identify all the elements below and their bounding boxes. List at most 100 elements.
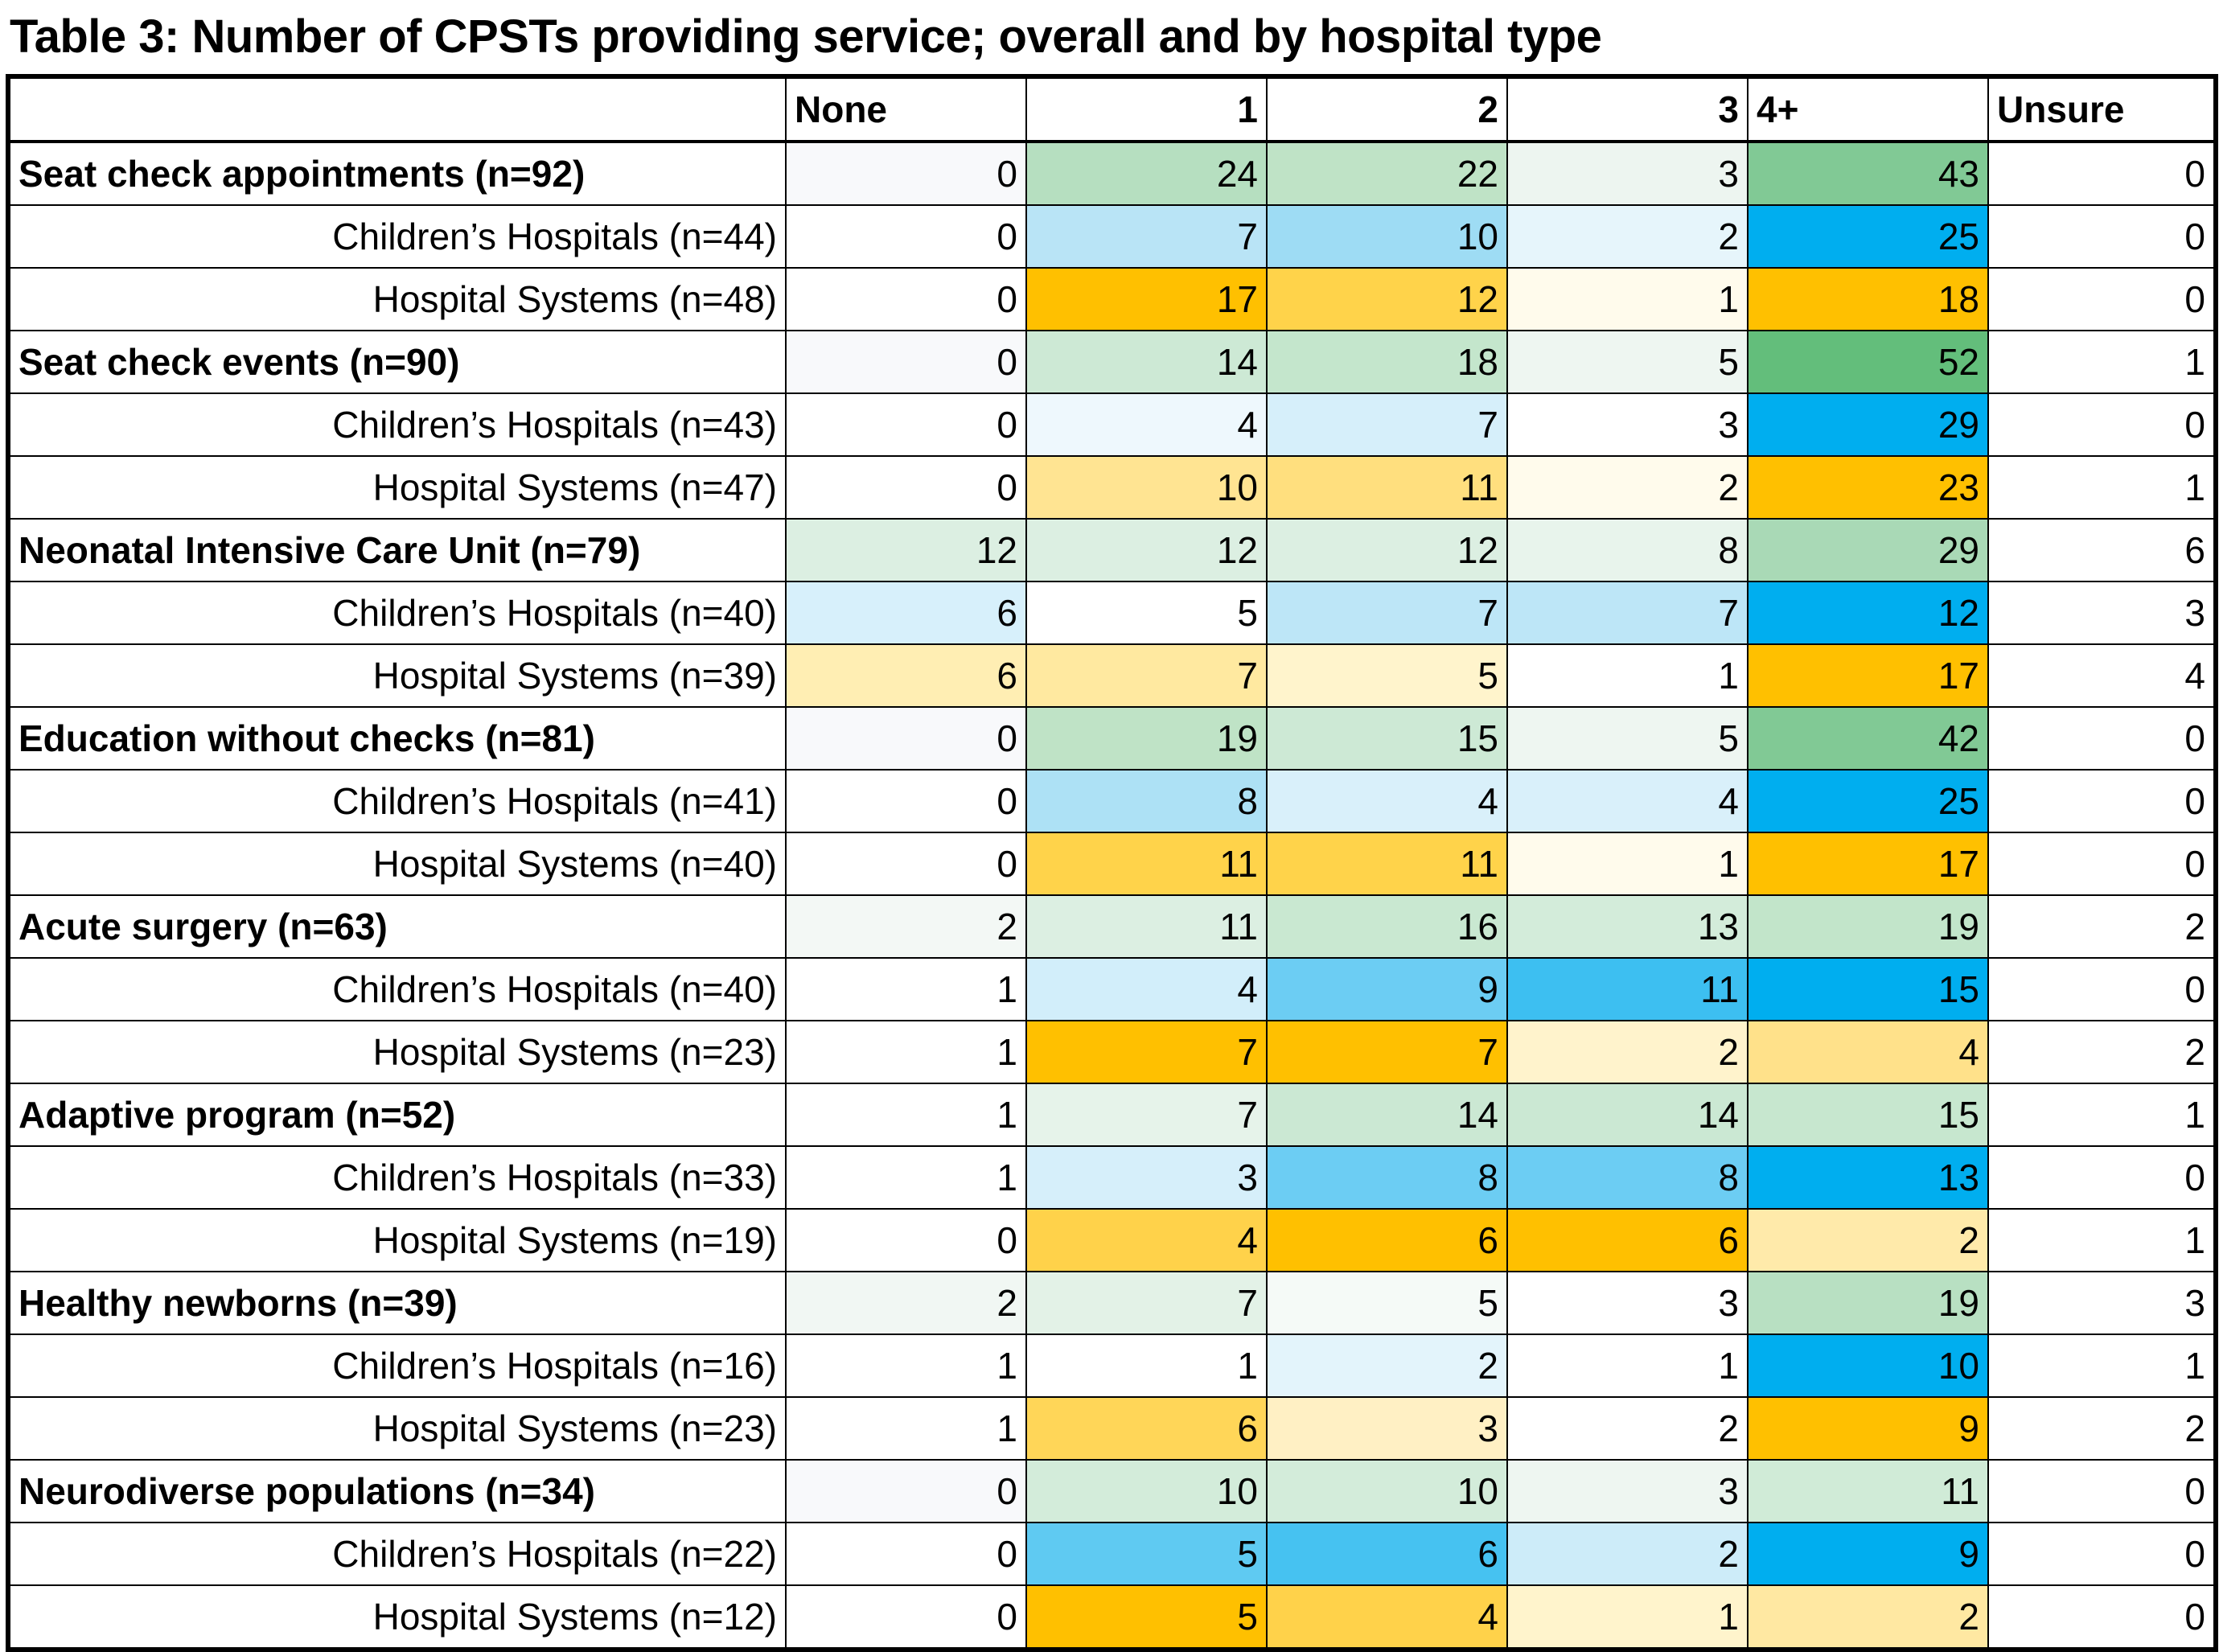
table-cell: 2 — [1987, 894, 2217, 959]
table-cell: 29 — [1747, 518, 1989, 582]
row-label-subgroup: Children’s Hospitals (n=40) — [7, 957, 787, 1021]
table-cell: 7 — [1025, 643, 1268, 708]
table-cell: 0 — [785, 267, 1027, 331]
table-cell: 14 — [1266, 1083, 1508, 1147]
table-cell: 7 — [1025, 204, 1268, 269]
table-cell: 6 — [1266, 1522, 1508, 1586]
row-label-subgroup: Children’s Hospitals (n=33) — [7, 1145, 787, 1210]
table-cell: 0 — [785, 706, 1027, 771]
table-cell: 6 — [785, 581, 1027, 645]
table-cell: 9 — [1266, 957, 1508, 1021]
table-row: Acute surgery (n=63) 2 11 16 13 19 2 — [7, 894, 2217, 959]
table-cell: 0 — [1987, 204, 2217, 269]
table-cell: 1 — [1987, 330, 2217, 394]
table-cell: 0 — [1987, 1522, 2217, 1586]
header-cell-unsure: Unsure — [1987, 76, 2217, 143]
table-cell: 2 — [1987, 1020, 2217, 1084]
table-cell: 0 — [785, 455, 1027, 520]
header-row: None 1 2 3 4+ Unsure — [7, 76, 2217, 143]
table-cell: 12 — [1266, 267, 1508, 331]
table-cell: 1 — [1987, 1083, 2217, 1147]
table-row: Neonatal Intensive Care Unit (n=79) 12 12 1… — [7, 518, 2217, 582]
table-cell: 1 — [785, 1083, 1027, 1147]
table-cell: 2 — [1747, 1584, 1989, 1650]
row-label-subgroup: Hospital Systems (n=12) — [7, 1584, 787, 1650]
table-cell: 52 — [1747, 330, 1989, 394]
table-cell: 2 — [1506, 1522, 1748, 1586]
table-cell: 2 — [1266, 1334, 1508, 1398]
row-label-category: Neonatal Intensive Care Unit (n=79) — [7, 518, 787, 582]
header-cell-3: 3 — [1506, 76, 1748, 143]
table-cell: 2 — [785, 894, 1027, 959]
table-cell: 0 — [1987, 141, 2217, 206]
table-cell: 1 — [785, 1396, 1027, 1461]
table-cell: 7 — [1025, 1083, 1268, 1147]
table-cell: 11 — [1025, 894, 1268, 959]
table-cell: 18 — [1747, 267, 1989, 331]
table-cell: 14 — [1506, 1083, 1748, 1147]
table-row: Hospital Systems (n=12) 0 5 4 1 2 0 — [7, 1584, 2217, 1650]
table-title: Table 3: Number of CPSTs providing servi… — [10, 10, 1602, 63]
row-label-subgroup: Children’s Hospitals (n=43) — [7, 392, 787, 457]
table-cell: 5 — [1025, 1522, 1268, 1586]
table-cell: 10 — [1266, 204, 1508, 269]
table-cell: 1 — [1987, 455, 2217, 520]
table-cell: 19 — [1747, 1271, 1989, 1335]
row-label-category: Seat check appointments (n=92) — [7, 141, 787, 206]
table-cell: 10 — [1266, 1459, 1508, 1523]
table-cell: 2 — [1747, 1208, 1989, 1272]
table-cell: 2 — [1506, 1396, 1748, 1461]
table-cell: 10 — [1025, 1459, 1268, 1523]
table-cell: 11 — [1266, 832, 1508, 896]
table-cell: 1 — [785, 957, 1027, 1021]
table-cell: 10 — [1025, 455, 1268, 520]
table-cell: 9 — [1747, 1522, 1989, 1586]
table-cell: 0 — [785, 392, 1027, 457]
table-cell: 7 — [1506, 581, 1748, 645]
table-cell: 7 — [1266, 1020, 1508, 1084]
table-cell: 43 — [1747, 141, 1989, 206]
table-cell: 16 — [1266, 894, 1508, 959]
table-row: Children’s Hospitals (n=41) 0 8 4 4 25 0 — [7, 769, 2217, 833]
header-cell-none: None — [785, 76, 1027, 143]
table-cell: 11 — [1266, 455, 1508, 520]
table-cell: 13 — [1747, 1145, 1989, 1210]
table-cell: 8 — [1025, 769, 1268, 833]
table-cell: 7 — [1025, 1020, 1268, 1084]
table-cell: 2 — [1506, 455, 1748, 520]
table-row: Hospital Systems (n=23) 1 6 3 2 9 2 — [7, 1396, 2217, 1461]
table-cell: 1 — [1506, 1334, 1748, 1398]
row-label-category: Seat check events (n=90) — [7, 330, 787, 394]
row-label-category: Healthy newborns (n=39) — [7, 1271, 787, 1335]
table-cell: 12 — [1266, 518, 1508, 582]
row-label-subgroup: Hospital Systems (n=19) — [7, 1208, 787, 1272]
table-cell: 14 — [1025, 330, 1268, 394]
table-cell: 17 — [1747, 832, 1989, 896]
table-cell: 12 — [1747, 581, 1989, 645]
table-cell: 3 — [1506, 141, 1748, 206]
row-label-subgroup: Children’s Hospitals (n=22) — [7, 1522, 787, 1586]
table-cell: 3 — [1025, 1145, 1268, 1210]
table-row: Children’s Hospitals (n=43) 0 4 7 3 29 0 — [7, 392, 2217, 457]
table-cell: 15 — [1266, 706, 1508, 771]
table-row: Children’s Hospitals (n=40) 6 5 7 7 12 3 — [7, 581, 2217, 645]
table-row: Education without checks (n=81) 0 19 15 5 42 0 — [7, 706, 2217, 771]
table-cell: 4 — [1266, 1584, 1508, 1650]
table-cell: 18 — [1266, 330, 1508, 394]
table-row: Adaptive program (n=52) 1 7 14 14 15 1 — [7, 1083, 2217, 1147]
row-label-subgroup: Hospital Systems (n=40) — [7, 832, 787, 896]
row-label-subgroup: Children’s Hospitals (n=16) — [7, 1334, 787, 1398]
table-cell: 25 — [1747, 204, 1989, 269]
table-cell: 2 — [785, 1271, 1027, 1335]
table-cell: 0 — [785, 769, 1027, 833]
table-cell: 5 — [1506, 706, 1748, 771]
data-table: None 1 2 3 4+ Unsure Seat check appointm… — [6, 74, 2218, 1652]
table-cell: 1 — [1506, 643, 1748, 708]
table-cell: 0 — [1987, 706, 2217, 771]
table-row: Neurodiverse populations (n=34) 0 10 10 3 11 0 — [7, 1459, 2217, 1523]
table-cell: 7 — [1266, 392, 1508, 457]
row-label-category: Education without checks (n=81) — [7, 706, 787, 771]
table-cell: 6 — [785, 643, 1027, 708]
table-cell: 3 — [1506, 1459, 1748, 1523]
table-cell: 0 — [785, 1522, 1027, 1586]
